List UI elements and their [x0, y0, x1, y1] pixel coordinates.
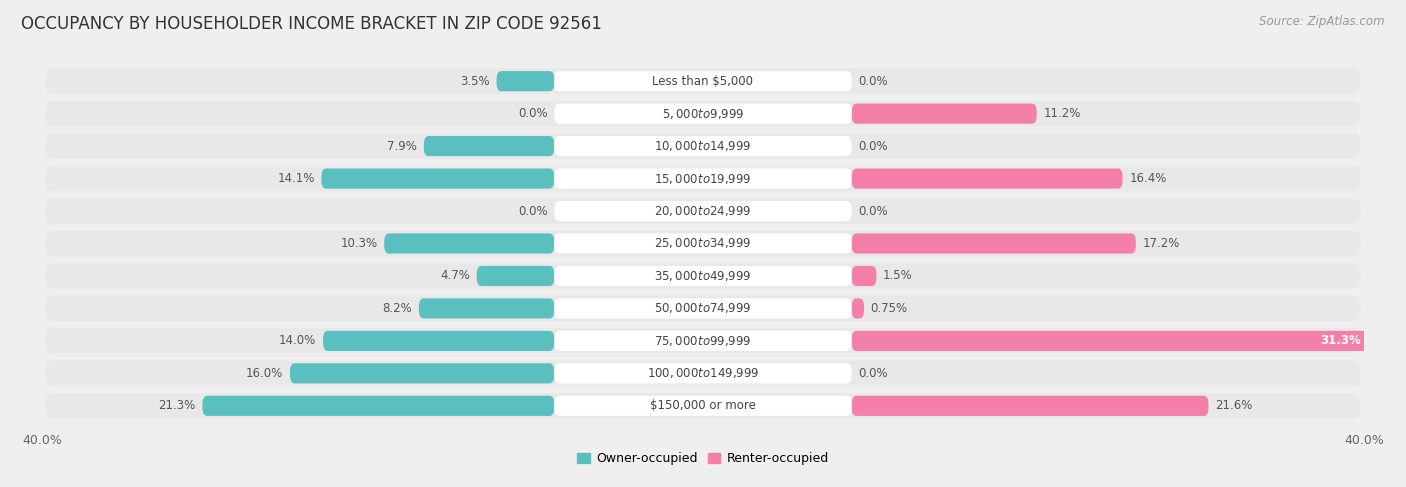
FancyBboxPatch shape	[322, 169, 554, 188]
FancyBboxPatch shape	[477, 266, 554, 286]
FancyBboxPatch shape	[554, 266, 852, 286]
Text: 0.0%: 0.0%	[517, 107, 548, 120]
Text: $5,000 to $9,999: $5,000 to $9,999	[662, 107, 744, 121]
Text: 0.0%: 0.0%	[517, 205, 548, 218]
Text: $15,000 to $19,999: $15,000 to $19,999	[654, 171, 752, 186]
Text: Less than $5,000: Less than $5,000	[652, 75, 754, 88]
FancyBboxPatch shape	[852, 233, 1136, 254]
Text: 0.0%: 0.0%	[858, 75, 889, 88]
Text: 1.5%: 1.5%	[883, 269, 912, 282]
Text: $25,000 to $34,999: $25,000 to $34,999	[654, 237, 752, 250]
FancyBboxPatch shape	[45, 231, 1361, 256]
Text: 0.0%: 0.0%	[858, 205, 889, 218]
FancyBboxPatch shape	[554, 201, 852, 221]
FancyBboxPatch shape	[45, 296, 1361, 321]
FancyBboxPatch shape	[45, 133, 1361, 159]
Text: 14.0%: 14.0%	[280, 335, 316, 347]
FancyBboxPatch shape	[419, 299, 554, 318]
FancyBboxPatch shape	[554, 71, 852, 91]
Legend: Owner-occupied, Renter-occupied: Owner-occupied, Renter-occupied	[572, 448, 834, 470]
Text: $100,000 to $149,999: $100,000 to $149,999	[647, 366, 759, 380]
FancyBboxPatch shape	[290, 363, 554, 383]
Text: 31.3%: 31.3%	[1320, 335, 1361, 347]
Text: 0.0%: 0.0%	[858, 367, 889, 380]
Text: $10,000 to $14,999: $10,000 to $14,999	[654, 139, 752, 153]
Text: OCCUPANCY BY HOUSEHOLDER INCOME BRACKET IN ZIP CODE 92561: OCCUPANCY BY HOUSEHOLDER INCOME BRACKET …	[21, 15, 602, 33]
FancyBboxPatch shape	[45, 69, 1361, 94]
FancyBboxPatch shape	[554, 363, 852, 383]
FancyBboxPatch shape	[852, 104, 1036, 124]
FancyBboxPatch shape	[852, 299, 865, 318]
Text: $20,000 to $24,999: $20,000 to $24,999	[654, 204, 752, 218]
FancyBboxPatch shape	[554, 136, 852, 156]
FancyBboxPatch shape	[852, 396, 1209, 416]
Text: 21.3%: 21.3%	[159, 399, 195, 412]
FancyBboxPatch shape	[323, 331, 554, 351]
FancyBboxPatch shape	[554, 331, 852, 351]
FancyBboxPatch shape	[423, 136, 554, 156]
Text: 0.75%: 0.75%	[870, 302, 908, 315]
FancyBboxPatch shape	[45, 328, 1361, 354]
FancyBboxPatch shape	[852, 331, 1369, 351]
Text: 10.3%: 10.3%	[340, 237, 378, 250]
FancyBboxPatch shape	[496, 71, 554, 91]
FancyBboxPatch shape	[45, 198, 1361, 224]
Text: 7.9%: 7.9%	[387, 140, 418, 152]
Text: 21.6%: 21.6%	[1215, 399, 1253, 412]
Text: 0.0%: 0.0%	[858, 140, 889, 152]
Text: Source: ZipAtlas.com: Source: ZipAtlas.com	[1260, 15, 1385, 28]
Text: 17.2%: 17.2%	[1143, 237, 1180, 250]
Text: $50,000 to $74,999: $50,000 to $74,999	[654, 301, 752, 316]
FancyBboxPatch shape	[852, 169, 1122, 188]
Text: 11.2%: 11.2%	[1043, 107, 1081, 120]
FancyBboxPatch shape	[554, 299, 852, 318]
FancyBboxPatch shape	[45, 361, 1361, 386]
FancyBboxPatch shape	[852, 266, 876, 286]
FancyBboxPatch shape	[45, 393, 1361, 418]
Text: 16.0%: 16.0%	[246, 367, 284, 380]
FancyBboxPatch shape	[554, 104, 852, 124]
FancyBboxPatch shape	[554, 396, 852, 416]
FancyBboxPatch shape	[554, 169, 852, 188]
FancyBboxPatch shape	[554, 233, 852, 254]
Text: 16.4%: 16.4%	[1129, 172, 1167, 185]
FancyBboxPatch shape	[45, 263, 1361, 289]
Text: $35,000 to $49,999: $35,000 to $49,999	[654, 269, 752, 283]
Text: $75,000 to $99,999: $75,000 to $99,999	[654, 334, 752, 348]
Text: 8.2%: 8.2%	[382, 302, 412, 315]
Text: 4.7%: 4.7%	[440, 269, 470, 282]
Text: $150,000 or more: $150,000 or more	[650, 399, 756, 412]
Text: 3.5%: 3.5%	[460, 75, 489, 88]
FancyBboxPatch shape	[384, 233, 554, 254]
FancyBboxPatch shape	[202, 396, 554, 416]
Text: 14.1%: 14.1%	[277, 172, 315, 185]
FancyBboxPatch shape	[45, 101, 1361, 126]
FancyBboxPatch shape	[45, 166, 1361, 191]
